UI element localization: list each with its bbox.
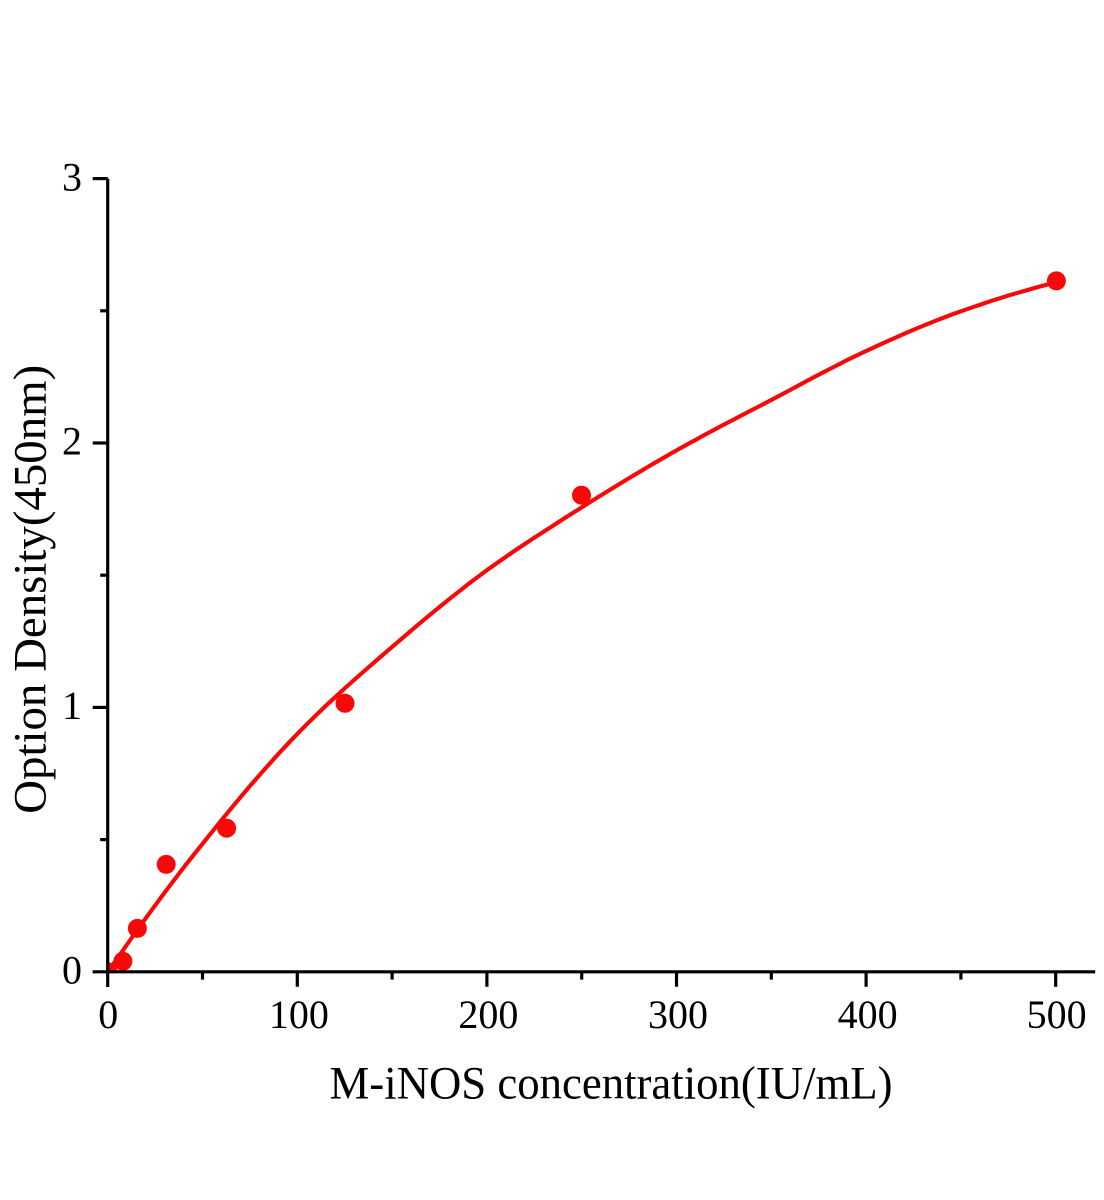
svg-text:400: 400 [838, 992, 898, 1037]
svg-text:100: 100 [269, 992, 329, 1037]
svg-text:M-iNOS concentration(IU/mL): M-iNOS concentration(IU/mL) [330, 1057, 893, 1109]
svg-text:300: 300 [648, 992, 708, 1037]
svg-text:Option Density(450nm): Option Density(450nm) [4, 365, 56, 814]
svg-text:3: 3 [62, 154, 82, 199]
svg-text:0: 0 [62, 948, 82, 993]
svg-text:1: 1 [62, 683, 82, 728]
svg-text:200: 200 [458, 992, 518, 1037]
svg-text:0: 0 [98, 992, 118, 1037]
svg-text:500: 500 [1027, 992, 1087, 1037]
svg-text:2: 2 [62, 419, 82, 464]
